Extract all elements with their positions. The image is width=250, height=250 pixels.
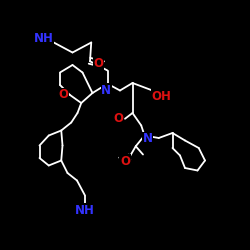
Text: NH: NH xyxy=(34,32,54,45)
Text: N: N xyxy=(101,84,111,97)
Text: NH: NH xyxy=(75,204,95,216)
Text: O: O xyxy=(94,57,104,70)
Text: O: O xyxy=(59,88,69,102)
Text: N: N xyxy=(142,132,152,145)
Text: O: O xyxy=(120,155,130,168)
Text: O: O xyxy=(114,112,124,125)
Text: OH: OH xyxy=(151,90,171,103)
